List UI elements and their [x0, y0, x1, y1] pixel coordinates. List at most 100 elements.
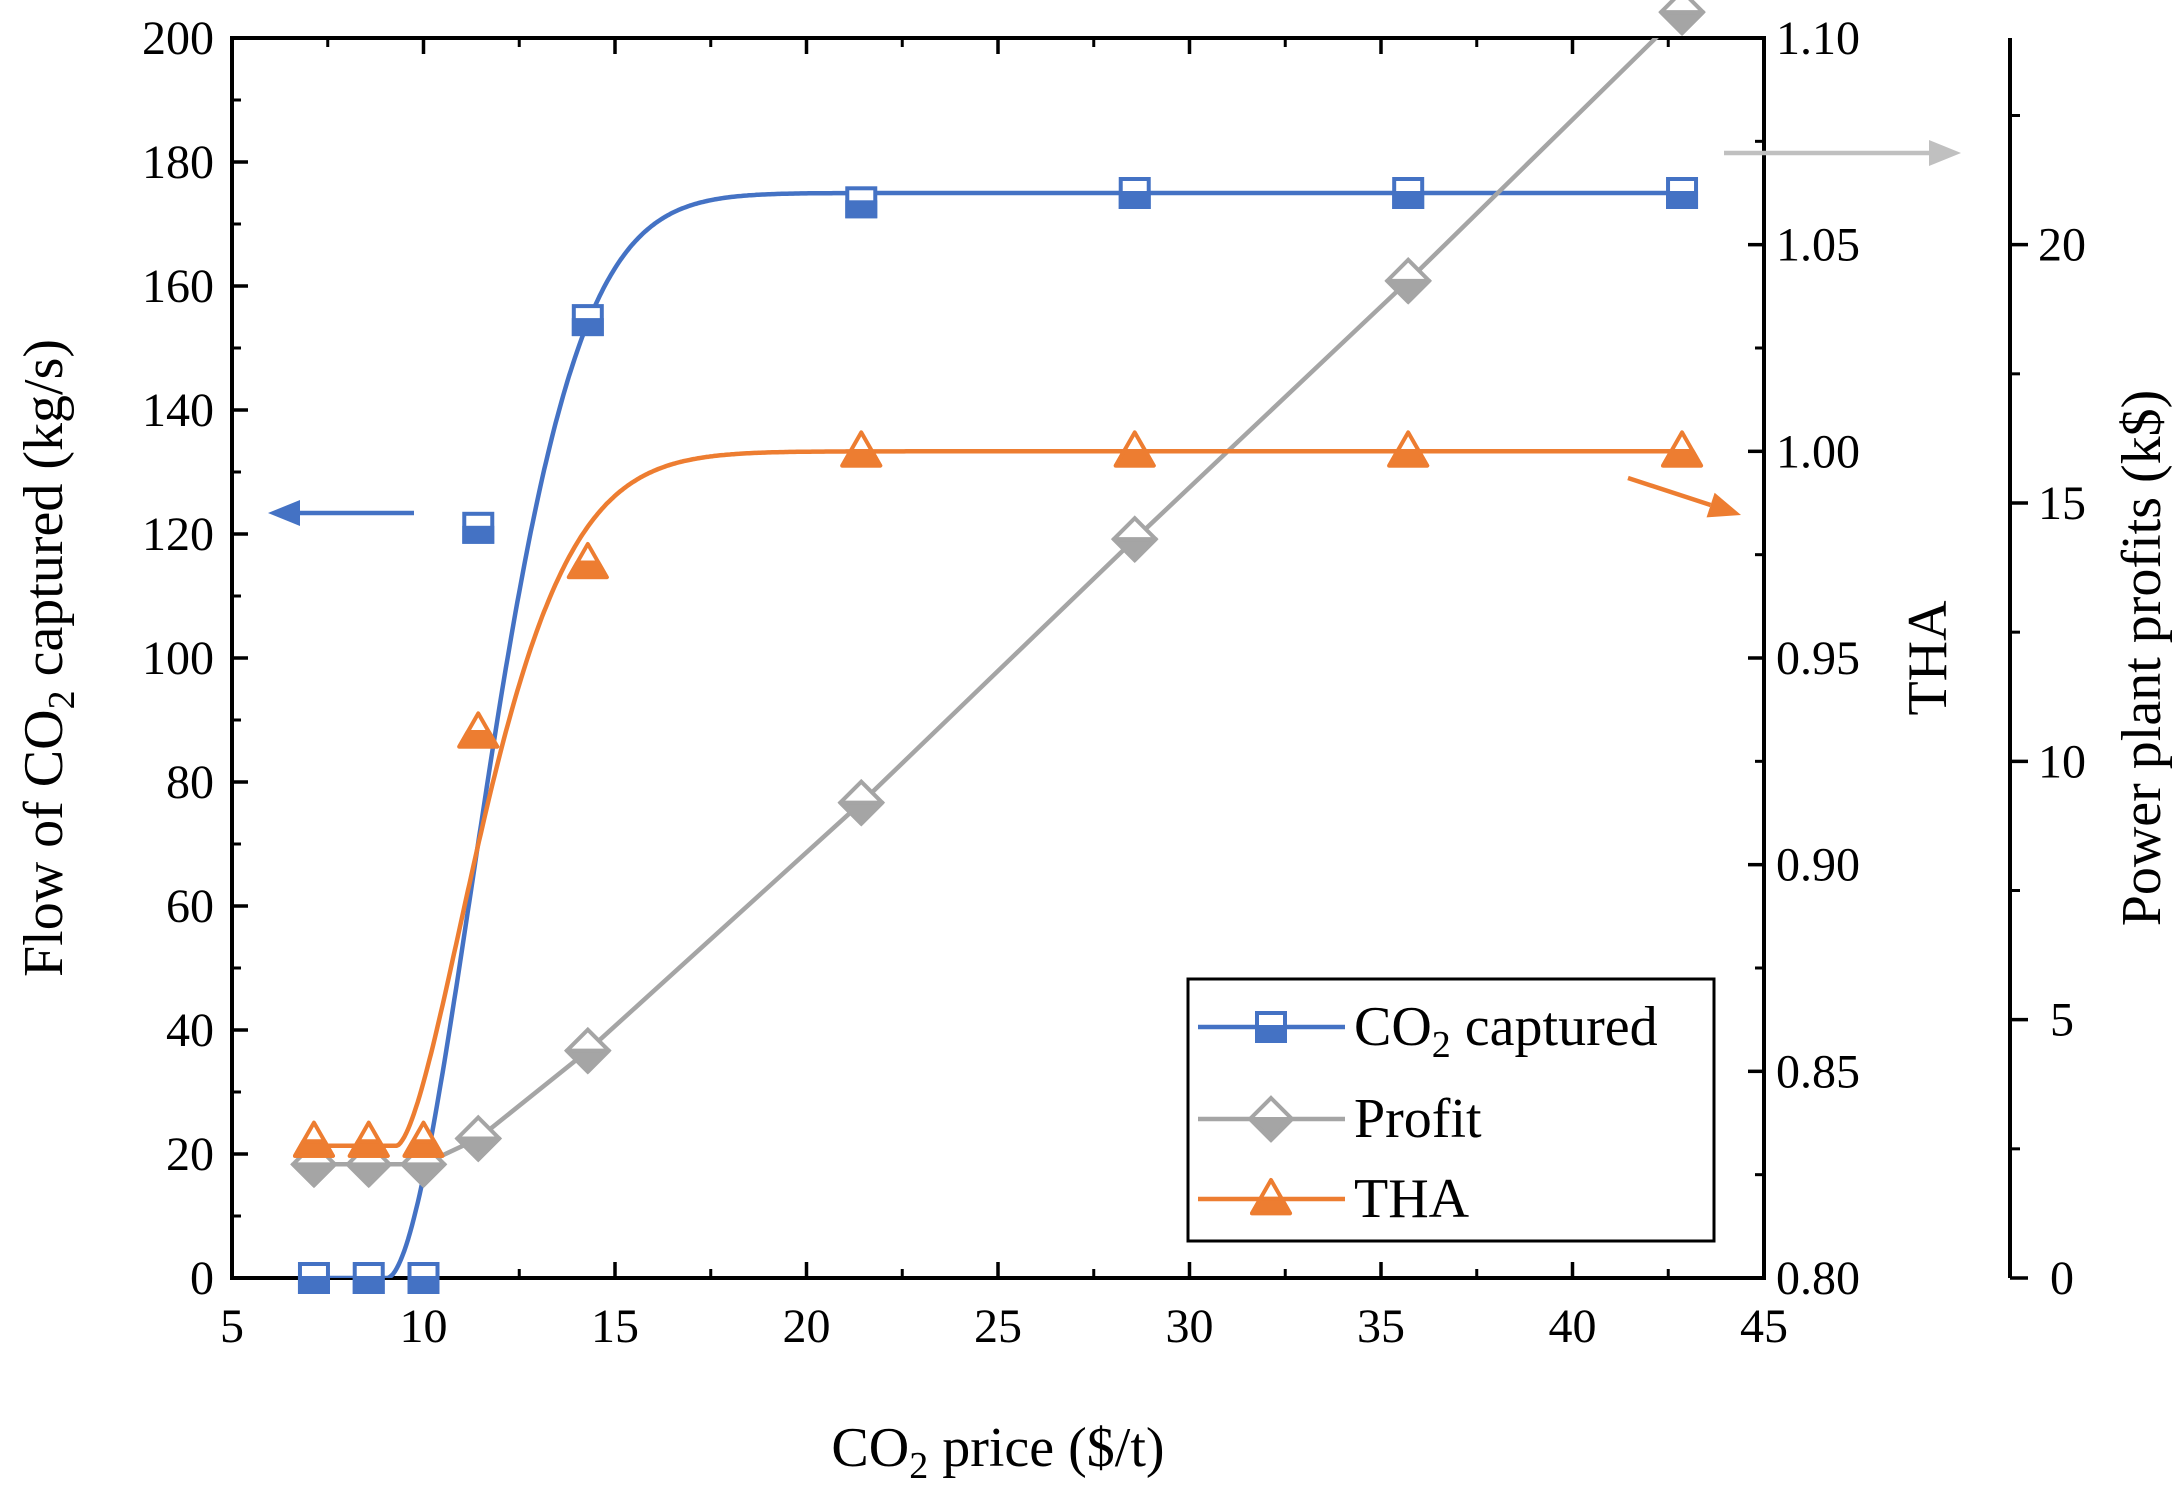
y-right1-axis-title: THA [1897, 600, 1959, 716]
data-point-profit-fill [838, 800, 885, 826]
legend-label-co2-captured-subscript: 2 [1432, 1024, 1451, 1066]
data-point-tha [1113, 430, 1156, 468]
y-right2-tick-label: 20 [2038, 219, 2086, 272]
data-point-profit-fill [1385, 278, 1432, 304]
data-point-tha [1661, 430, 1704, 468]
data-point-co2-captured [1392, 177, 1425, 209]
data-point-profit-fill [1659, 10, 1706, 36]
data-point-profit [1110, 515, 1159, 563]
y-right1-tick-label: 1.05 [1776, 219, 1860, 272]
arrow-to-profit-axis-head [1929, 140, 1961, 166]
arrow-to-profit-axis [1724, 140, 1961, 166]
data-point-profit-fill [455, 1136, 502, 1162]
data-point-tha-fill [1661, 448, 1704, 468]
data-point-co2-captured [407, 1262, 440, 1294]
series-line-co2-captured [317, 190, 1682, 1278]
data-point-tha [347, 1120, 390, 1158]
data-point-tha-fill [840, 448, 883, 468]
arrow-to-tha-axis [1627, 475, 1741, 518]
y-right1-tick-label: 1.00 [1776, 425, 1860, 478]
y-left-tick-label: 80 [166, 756, 214, 809]
y-left-axis-title: Flow of CO2 captured (kg/s) [13, 339, 83, 977]
data-point-co2-captured-fill [1666, 191, 1699, 209]
arrow-to-tha-axis-shaft [1627, 475, 1712, 508]
y-right1-tick-label: 1.10 [1776, 12, 1860, 65]
data-point-profit [1384, 257, 1433, 305]
data-point-tha-fill [457, 730, 500, 749]
x-tick-label: 20 [783, 1300, 831, 1353]
legend-entry-tha: THA [1198, 1168, 1470, 1230]
data-point-co2-captured [352, 1262, 385, 1294]
x-axis-title: CO2 price ($/t) [831, 1417, 1164, 1487]
data-point-tha-fill [402, 1139, 445, 1158]
data-point-tha-fill [292, 1139, 335, 1158]
legend-marker-profit-fill [1248, 1117, 1294, 1142]
data-point-co2-captured-fill [1392, 191, 1425, 209]
y-left-axis-title-subscript: 2 [41, 690, 83, 709]
legend-label-co2-captured: CO2 captured [1354, 996, 1658, 1066]
data-point-profit [1658, 0, 1706, 36]
x-axis-title-part: price ($/t) [928, 1417, 1164, 1479]
legend-marker-co2-captured [1255, 1011, 1287, 1043]
arrow-to-left-axis [268, 500, 414, 526]
y-right2-tick-label: 15 [2038, 477, 2086, 530]
x-tick-label: 35 [1357, 1300, 1405, 1353]
data-point-co2-captured-fill [297, 1276, 330, 1294]
data-point-tha [1387, 430, 1430, 468]
data-point-profit [454, 1114, 503, 1163]
legend-label-tha-part: THA [1354, 1168, 1470, 1230]
data-point-co2-captured [297, 1262, 330, 1294]
y-right1-tick-label: 0.85 [1776, 1045, 1860, 1098]
data-point-co2-captured-fill [1118, 191, 1151, 209]
y-right2-tick-label: 10 [2038, 735, 2086, 788]
data-point-tha [457, 711, 500, 749]
data-point-profit-fill [400, 1162, 447, 1188]
data-point-tha [840, 430, 883, 468]
legend-marker-profit [1247, 1095, 1295, 1143]
data-point-co2-captured-fill [462, 525, 495, 544]
series-markers [290, 0, 1706, 1294]
data-point-profit-fill [564, 1048, 611, 1074]
legend-label-co2-captured-part: CO [1354, 996, 1432, 1058]
data-point-tha-fill [566, 560, 609, 580]
axes: 5 10 15 20 25 30 35 40 4502040608010012014016018… [13, 12, 2173, 1487]
y-right2-tick-label: 0 [2050, 1252, 2074, 1305]
y-right2-axis-title: Power plant profits (k$) [2111, 390, 2173, 927]
y-left-tick-label: 200 [142, 12, 214, 65]
y-right1-tick-label: 0.90 [1776, 839, 1860, 892]
y-right2-tick-label: 5 [2050, 994, 2074, 1047]
y-right1-tick-label: 0.95 [1776, 632, 1860, 685]
x-tick-label: 5 [220, 1300, 244, 1353]
data-point-co2-captured-fill [571, 318, 604, 337]
data-point-tha-fill [347, 1139, 390, 1158]
data-point-tha-fill [1387, 448, 1430, 468]
data-point-profit [399, 1140, 448, 1189]
y-left-axis-title-part: Flow of CO [13, 709, 75, 977]
legend-label-profit-part: Profit [1354, 1088, 1482, 1150]
arrow-to-left-axis-head [268, 500, 300, 526]
legend-marker-co2-captured-fill [1255, 1025, 1287, 1043]
y-left-tick-label: 160 [142, 260, 214, 313]
y-left-tick-label: 180 [142, 136, 214, 189]
data-point-profit-fill [345, 1162, 392, 1188]
y-left-tick-label: 20 [166, 1128, 214, 1181]
data-point-co2-captured [845, 186, 878, 219]
y-left-axis-title-part: captured (kg/s) [13, 339, 75, 690]
legend-label-profit: Profit [1354, 1088, 1482, 1150]
y-left-tick-label: 100 [142, 632, 214, 685]
data-point-tha [566, 541, 609, 580]
data-point-co2-captured [1666, 177, 1699, 209]
x-axis-title-subscript: 2 [909, 1445, 928, 1487]
data-point-co2-captured [1118, 177, 1151, 209]
data-point-profit [837, 778, 886, 827]
x-tick-label: 25 [974, 1300, 1022, 1353]
y-left-tick-label: 120 [142, 508, 214, 561]
data-point-tha [402, 1120, 445, 1158]
y-left-tick-label: 140 [142, 384, 214, 437]
legend: CO2 captured Profit THA [1186, 977, 1716, 1243]
data-point-co2-captured [462, 511, 495, 544]
data-point-co2-captured-fill [407, 1276, 440, 1294]
x-tick-label: 10 [400, 1300, 448, 1353]
legend-marker-tha-fill [1250, 1196, 1292, 1216]
